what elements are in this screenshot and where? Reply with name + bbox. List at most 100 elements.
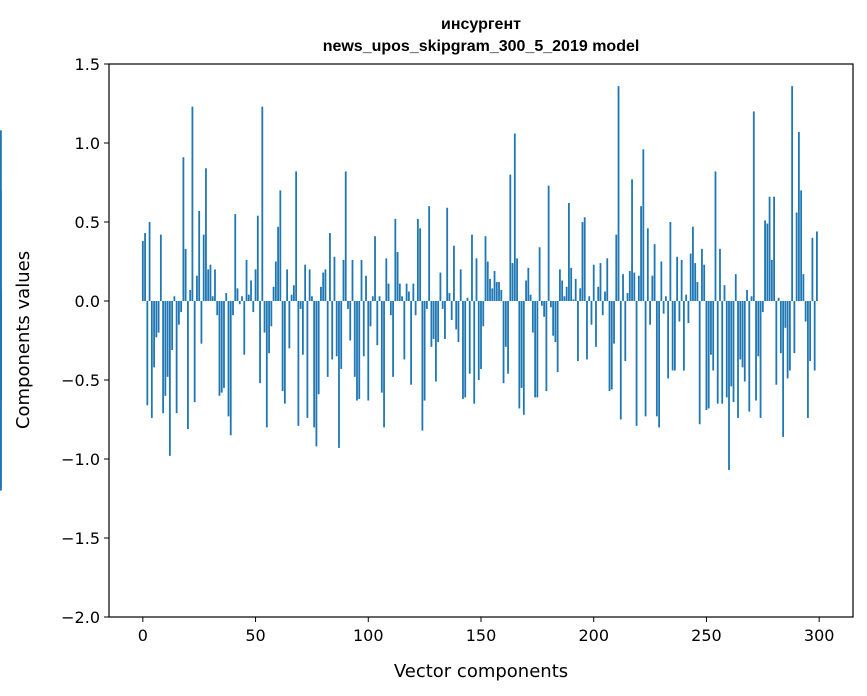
bar-component-81: [324, 269, 327, 301]
bar-component-198: [588, 296, 591, 301]
bar-component-7: [157, 301, 160, 333]
bar-component-112: [394, 218, 397, 301]
bar-component-267: [743, 301, 746, 382]
bar-component-277: [766, 223, 769, 301]
bar-component-131: [437, 301, 440, 343]
bar-component-27: [202, 234, 205, 301]
bar-component-238: [678, 301, 681, 322]
y-tick-label: −1.0: [61, 450, 100, 469]
bar-component-75: [311, 296, 313, 301]
bar-component-123: [419, 228, 422, 301]
bar-component-140: [457, 301, 460, 343]
y-tick-label: 1.5: [75, 55, 100, 74]
bar-component-193: [577, 301, 579, 362]
bar-component-297: [811, 237, 814, 301]
bar-component-38: [227, 301, 230, 417]
bar-component-43: [238, 301, 241, 305]
bar-component-151: [482, 301, 485, 327]
bar-component-17: [180, 301, 183, 313]
bar-component-269: [748, 301, 751, 412]
bar-component-174: [534, 301, 537, 398]
bar-component-294: [804, 301, 807, 322]
bar-component-296: [809, 301, 812, 362]
bar-component-83: [329, 233, 331, 301]
bar-component-236: [673, 301, 676, 371]
bar-component-258: [723, 285, 726, 301]
bar-component-89: [342, 259, 345, 301]
bar-component-169: [522, 301, 525, 415]
bar-component-191: [572, 299, 575, 301]
bar-component-118: [407, 291, 410, 301]
bar-component-26: [200, 301, 203, 344]
bar-component-271: [752, 111, 755, 302]
bar-component-293: [802, 274, 805, 301]
bar-component-262: [732, 301, 735, 403]
bar-component-22: [191, 106, 194, 301]
bar-component-24: [196, 275, 198, 301]
bar-component-222: [642, 149, 645, 301]
bar-component-290: [795, 212, 798, 301]
bar-component-76: [313, 301, 316, 428]
bar-component-73: [306, 301, 309, 418]
bar-component-147: [473, 301, 476, 404]
bar-component-200: [592, 264, 595, 301]
bar-component-79: [320, 286, 322, 301]
bar-component-263: [734, 274, 737, 301]
bar-component-47: [247, 294, 250, 301]
bar-component-153: [486, 261, 489, 301]
bar-component-82: [326, 301, 329, 377]
bar-component-159: [500, 289, 503, 301]
x-tick-label: 0: [138, 626, 148, 645]
bar-component-203: [599, 263, 602, 301]
bar-component-171: [527, 267, 530, 301]
bar-component-72: [304, 264, 307, 301]
chart-title: инсургент: [441, 16, 521, 33]
bar-component-133: [441, 301, 444, 309]
bar-component-41: [234, 214, 237, 301]
bar-component-201: [595, 301, 597, 347]
bar-component-243: [689, 253, 692, 301]
bar-component-178: [543, 301, 546, 317]
bar-component-288: [791, 86, 794, 302]
bar-component-177: [540, 301, 543, 306]
bar-component-120: [412, 283, 415, 301]
bar-component-181: [549, 301, 552, 308]
bar-component-119: [410, 301, 413, 385]
bar-component-114: [398, 283, 401, 301]
x-axis-label: Vector components: [394, 661, 568, 682]
bar-component-272: [755, 301, 757, 401]
bar-component-291: [797, 131, 800, 301]
bar-component-109: [387, 283, 390, 301]
bar-component-115: [401, 296, 403, 301]
bar-component-137: [450, 301, 453, 320]
y-axis-label: Components values: [13, 251, 34, 429]
bar-component-51: [256, 215, 259, 301]
bar-component-85: [333, 256, 336, 301]
bar-component-30: [209, 264, 212, 301]
bar-component-113: [396, 252, 399, 301]
bar-component-92: [349, 301, 352, 341]
bar-component-148: [475, 258, 478, 301]
bar-component-undefined: [0, 190, 2, 301]
bar-component-149: [477, 301, 480, 380]
bar-component-121: [414, 301, 417, 316]
bar-component-28: [205, 168, 207, 301]
bar-component-96: [358, 301, 361, 399]
bar-component-282: [777, 297, 780, 301]
bar-component-undefined: [0, 301, 2, 488]
bar-component-283: [779, 301, 782, 354]
bar-component-19: [184, 248, 187, 301]
bar-component-195: [581, 222, 584, 301]
bar-component-189: [568, 203, 570, 301]
bar-component-175: [536, 301, 539, 398]
bar-component-292: [800, 190, 803, 301]
bar-component-246: [696, 282, 699, 301]
bar-component-265: [739, 301, 742, 360]
bar-component-142: [462, 301, 464, 399]
bar-component-141: [459, 269, 462, 301]
bar-component-145: [468, 301, 471, 374]
bar-component-192: [574, 278, 577, 301]
bar-component-235: [671, 301, 674, 371]
bar-component-256: [719, 248, 721, 301]
